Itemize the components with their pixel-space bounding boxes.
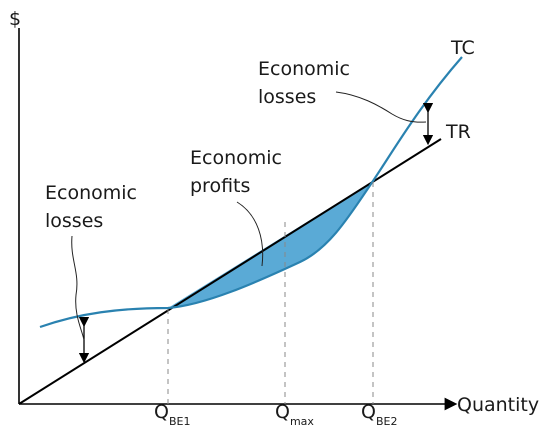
x-axis-label: Quantity (457, 394, 539, 416)
profits-label: Economic profits (190, 147, 288, 197)
right-losses-leader (335, 91, 427, 123)
q-be2-label: QBE2 (361, 401, 397, 428)
tc-curve (39, 56, 463, 329)
left-losses-leader (71, 235, 85, 341)
profits-leader (236, 201, 264, 267)
left-losses-label: Economic losses (45, 182, 143, 232)
q-be1-label: QBE1 (154, 401, 190, 428)
tr-label: TR (445, 121, 471, 143)
tc-label: TC (450, 37, 475, 59)
right-losses-label: Economic losses (258, 58, 356, 108)
q-max-label: Qmax (275, 401, 314, 428)
y-axis-label: $ (9, 8, 21, 30)
